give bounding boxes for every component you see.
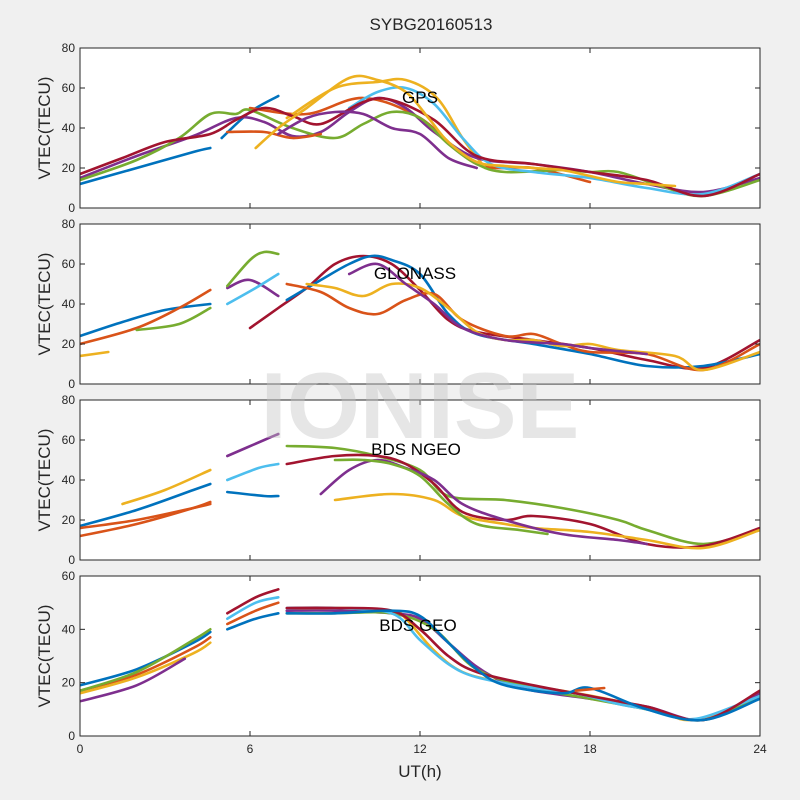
y-tick-label: 0: [68, 729, 75, 743]
watermark: IONISE: [261, 353, 580, 458]
y-tick-label: 20: [62, 676, 76, 690]
y-axis-label: VTEC(TECU): [35, 605, 54, 708]
x-tick-label: 12: [413, 742, 427, 756]
series-line: [574, 686, 606, 692]
series-line: [80, 628, 212, 692]
y-tick-label: 40: [62, 622, 76, 636]
y-tick-label: 0: [68, 201, 75, 215]
y-tick-label: 40: [62, 473, 76, 487]
y-tick-label: 60: [62, 81, 76, 95]
series-line: [80, 482, 212, 528]
series-line: [80, 146, 212, 186]
y-tick-label: 20: [62, 337, 76, 351]
series-line: [285, 606, 760, 722]
series-line: [80, 502, 212, 530]
series-line: [285, 444, 760, 546]
y-tick-label: 20: [62, 513, 76, 527]
x-tick-label: 6: [247, 742, 254, 756]
series-line: [277, 110, 478, 170]
series-group: [80, 588, 760, 722]
plot-area: [80, 224, 760, 384]
y-tick-label: 0: [68, 377, 75, 391]
panel-4: 0 20 40 60 0 6 12 18 24 BDS GEO VTEC(TECU): [35, 569, 767, 756]
series-line: [254, 74, 677, 188]
series-line: [319, 458, 648, 546]
y-tick-label: 40: [62, 121, 76, 135]
series-line: [226, 130, 323, 140]
panel-label: BDS NGEO: [371, 440, 461, 459]
panel-1: 0 20 40 60 80 GPS VTEC(TECU): [35, 41, 761, 215]
series-line: [80, 96, 760, 198]
series-line: [80, 108, 760, 198]
series-line: [80, 288, 212, 346]
series-line: [226, 278, 280, 298]
series-line: [80, 657, 187, 703]
series-line: [121, 468, 212, 506]
series-line: [80, 350, 110, 358]
series-line: [285, 254, 760, 369]
y-axis-label: VTEC(TECU): [35, 429, 54, 532]
series-line: [226, 432, 280, 458]
series-line: [226, 490, 280, 498]
series-line: [226, 272, 280, 306]
series-group: [80, 250, 760, 372]
plot-area: [80, 400, 760, 560]
figure-title: SYBG20160513: [370, 15, 493, 34]
series-line: [135, 306, 212, 332]
y-tick-label: 80: [62, 217, 76, 231]
panel-3: 0 20 40 60 80 BDS NGEO VTEC(TECU): [35, 393, 761, 567]
y-axis-label: VTEC(TECU): [35, 77, 54, 180]
panel-2: 0 20 40 60 80 GLONASS VTEC(TECU): [35, 217, 761, 391]
x-tick-label: 18: [583, 742, 597, 756]
y-tick-label: 60: [62, 569, 76, 583]
series-line: [333, 492, 760, 550]
series-line: [80, 641, 212, 695]
panel-label: BDS GEO: [379, 616, 456, 635]
series-line: [226, 601, 280, 626]
x-axis-label: UT(h): [398, 762, 441, 781]
y-tick-label: 60: [62, 257, 76, 271]
series-line: [285, 453, 760, 549]
series-line: [226, 596, 280, 620]
panel-label: GPS: [402, 88, 438, 107]
y-tick-label: 60: [62, 433, 76, 447]
y-tick-label: 0: [68, 553, 75, 567]
series-line: [333, 458, 549, 536]
panels: 020406080GPSVTEC(TECU)020406080GLONASSVT…: [35, 41, 767, 756]
series-line: [226, 612, 280, 631]
y-tick-label: 40: [62, 297, 76, 311]
series-line: [226, 462, 280, 482]
panel-label: GLONASS: [374, 264, 456, 283]
y-tick-label: 80: [62, 393, 76, 407]
series-line: [226, 250, 280, 288]
series-line: [285, 609, 760, 722]
series-line: [226, 588, 280, 615]
series-line: [347, 262, 648, 356]
y-tick-label: 80: [62, 41, 76, 55]
y-tick-label: 20: [62, 161, 76, 175]
series-group: [80, 432, 760, 550]
x-tick-label: 24: [753, 742, 767, 756]
series-group: [80, 74, 760, 198]
y-axis-label: VTEC(TECU): [35, 253, 54, 356]
x-tick-label: 0: [77, 742, 84, 756]
series-line: [80, 302, 212, 338]
